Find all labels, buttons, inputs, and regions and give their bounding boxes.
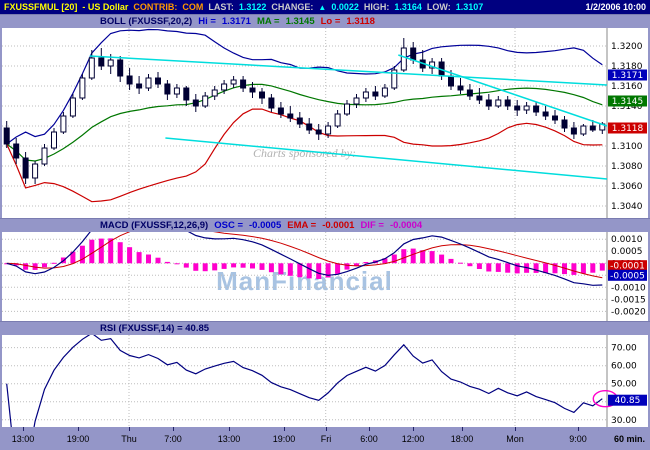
rsi-indicator-bar: RSI (FXUSSF,14) = 40.85 — [0, 321, 650, 335]
time-label: 19:00 — [66, 434, 90, 444]
svg-text:30.00: 30.00 — [611, 416, 637, 426]
svg-text:-0.0005: -0.0005 — [610, 271, 645, 281]
time-label: Thu — [121, 434, 137, 444]
price-chart-canvas[interactable]: 1.32001.31801.31601.31401.31201.31001.30… — [2, 28, 648, 218]
time-label: 9:00 — [569, 434, 587, 444]
macd-indicator-bar: MACD (FXUSSF,12,26,9) OSC = -0.0005 EMA … — [0, 218, 650, 232]
svg-text:40.85: 40.85 — [615, 396, 641, 406]
high-value: 1.3164 — [394, 2, 422, 12]
boll-indicator-bar: BOLL (FXUSSF,20,2) Hi = 1.3171 MA = 1.31… — [0, 14, 650, 28]
boll-hi-value: 1.3171 — [221, 16, 251, 27]
low-label: LOW: — [426, 2, 451, 12]
time-label: 13:00 — [217, 434, 241, 444]
price-panel: Charts sponsored by: 1.3200 1.3180 1.3160 1… — [2, 28, 648, 218]
boll-ma-value: 1.3145 — [285, 16, 315, 27]
time-tick — [326, 427, 327, 431]
sponsor-watermark: Charts sponsored by: — [253, 146, 356, 160]
time-label: 19:00 — [272, 434, 296, 444]
macd-osc-label: OSC = — [214, 220, 244, 231]
symbol-title: FXUSSFMUL [20] — [4, 2, 78, 12]
quote-datetime: 1/2/2006 10:00 — [585, 2, 646, 12]
boll-lo-label: Lo = — [320, 16, 341, 27]
time-label: Mon — [506, 434, 524, 444]
change-label: CHANGE: — [271, 2, 314, 12]
low-value: 1.3107 — [455, 2, 484, 12]
change-up-arrow-icon: ▲ — [318, 2, 327, 12]
time-label: 6:00 — [360, 434, 378, 444]
time-tick — [229, 427, 230, 431]
time-tick — [413, 427, 414, 431]
time-tick — [462, 427, 463, 431]
svg-text:1.3180: 1.3180 — [611, 62, 643, 72]
svg-text:-0.0010: -0.0010 — [611, 283, 646, 293]
macd-indicator-label: MACD (FXUSSF,12,26,9) — [100, 220, 209, 231]
svg-text:1.3140: 1.3140 — [611, 102, 643, 112]
svg-text:1.3080: 1.3080 — [611, 162, 643, 172]
symbol-description: - US Dollar — [82, 2, 129, 12]
quote-header-bar: FXUSSFMUL [20] - US Dollar CONTRIB: COM … — [0, 0, 650, 14]
time-label: 12:00 — [401, 434, 425, 444]
macd-ema-value: -0.0001 — [322, 220, 355, 231]
svg-text:-0.0015: -0.0015 — [611, 295, 646, 305]
boll-lo-value: 1.3118 — [346, 16, 375, 27]
manfinancial-watermark: ManFinancial — [216, 266, 393, 296]
time-label: 7:00 — [164, 434, 182, 444]
macd-dif-value: -0.0004 — [389, 220, 423, 231]
time-label: 13:00 — [11, 434, 35, 444]
svg-text:50.00: 50.00 — [611, 380, 637, 390]
last-label: LAST: — [208, 2, 234, 12]
svg-text:-0.0020: -0.0020 — [611, 307, 646, 317]
boll-hi-label: Hi = — [198, 16, 216, 27]
svg-text:1.3145: 1.3145 — [612, 97, 644, 107]
macd-osc-value: -0.0005 — [249, 220, 282, 231]
change-value: 0.0022 — [331, 2, 359, 12]
macd-panel: ManFinancial 0.00100.00050.0000-0.0005-0… — [2, 232, 648, 321]
svg-text:60.00: 60.00 — [611, 362, 637, 372]
time-axis-bar: 60 min. 13:00 19:00 Thu 7:00 13:00 19:00 Fri 6:… — [2, 427, 648, 450]
svg-text:0.0005: 0.0005 — [611, 247, 643, 257]
contrib-value: COM — [182, 2, 204, 12]
time-tick — [284, 427, 285, 431]
svg-text:0.0010: 0.0010 — [611, 235, 643, 245]
time-tick — [369, 427, 370, 431]
time-tick — [173, 427, 174, 431]
time-tick — [23, 427, 24, 431]
time-tick — [78, 427, 79, 431]
svg-text:1.3160: 1.3160 — [611, 82, 643, 92]
boll-ma-label: MA = — [256, 16, 280, 27]
boll-indicator-label: BOLL (FXUSSF,20,2) — [100, 16, 193, 27]
svg-text:-0.0001: -0.0001 — [610, 262, 645, 272]
macd-dif-label: DIF = — [360, 220, 384, 231]
rsi-indicator-label: RSI (FXUSSF,14) = 40.85 — [100, 323, 210, 334]
svg-text:1.3200: 1.3200 — [611, 42, 643, 52]
interval-label: 60 min. — [613, 434, 645, 444]
time-label: 18:00 — [450, 434, 474, 444]
time-tick — [578, 427, 579, 431]
contrib-label: CONTRIB: — [133, 2, 178, 12]
macd-chart-canvas[interactable]: 0.00100.00050.0000-0.0005-0.0010-0.0015-… — [2, 232, 648, 321]
high-label: HIGH: — [363, 2, 390, 12]
svg-text:1.3040: 1.3040 — [611, 202, 643, 212]
svg-text:1.3100: 1.3100 — [611, 142, 643, 152]
svg-text:1.3171: 1.3171 — [612, 71, 644, 81]
last-value: 1.3122 — [238, 2, 267, 12]
svg-text:70.00: 70.00 — [611, 344, 637, 354]
time-label: Fri — [320, 434, 332, 444]
macd-ema-label: EMA = — [287, 220, 317, 231]
time-tick — [129, 427, 130, 431]
time-tick — [515, 427, 516, 431]
svg-text:1.3118: 1.3118 — [612, 124, 644, 134]
svg-text:1.3060: 1.3060 — [611, 182, 643, 192]
